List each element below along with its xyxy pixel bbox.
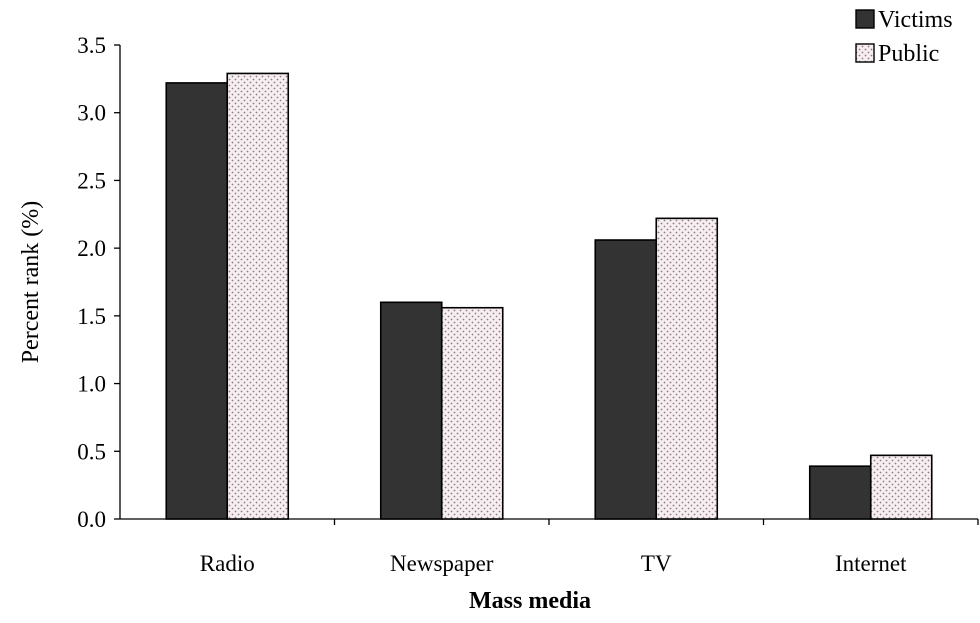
- x-tick-label: Radio: [200, 551, 255, 576]
- x-tick-label: TV: [641, 551, 672, 576]
- x-tick-label: Newspaper: [390, 551, 494, 576]
- bar-victims-internet: [808, 465, 872, 520]
- legend-label-public: Public: [878, 41, 939, 67]
- x-tick-label: Internet: [835, 551, 907, 576]
- bar-victims-radio: [165, 82, 229, 520]
- y-tick-label: 3.0: [77, 101, 106, 126]
- bar-victims-newspaper: [379, 301, 443, 520]
- bar-public-internet: [869, 454, 933, 520]
- y-tick-label: 1.5: [77, 304, 106, 329]
- x-axis-title: Mass media: [469, 588, 591, 614]
- y-tick-label: 2.0: [77, 236, 106, 261]
- legend-swatch-victims: [855, 9, 875, 29]
- bar-public-radio: [226, 72, 290, 520]
- bar-public-tv: [655, 217, 719, 520]
- y-axis-title: Percent rank (%): [18, 201, 44, 364]
- y-tick-label: 3.5: [77, 33, 106, 58]
- y-tick-label: 0.0: [77, 507, 106, 532]
- bar-public-newspaper: [440, 306, 504, 520]
- bar-victims-tv: [594, 239, 658, 520]
- legend-label-victims: Victims: [878, 7, 953, 33]
- y-tick-label: 0.5: [77, 439, 106, 464]
- y-tick-label: 1.0: [77, 372, 106, 397]
- legend-swatch-public: [855, 43, 875, 63]
- y-tick-label: 2.5: [77, 168, 106, 193]
